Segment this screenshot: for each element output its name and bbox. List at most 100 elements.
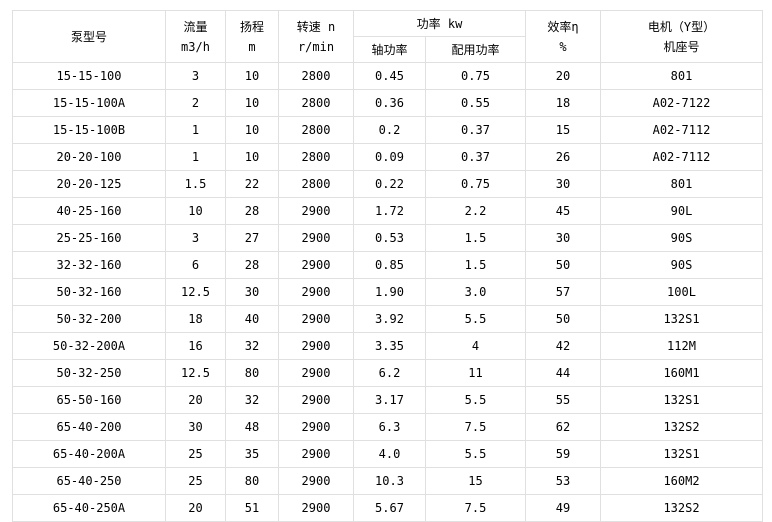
table-cell: 2900 [278,224,354,252]
table-cell: 20 [165,494,226,522]
table-cell: 10 [225,116,279,144]
table-cell: 50-32-200 [12,305,166,333]
table-cell: 0.37 [425,143,526,171]
header-motor-sub: 机座号 [663,39,700,54]
table-cell: 132S1 [600,440,763,468]
header-motor: 电机（Y型） 机座号 [600,10,763,63]
table-cell: 0.22 [353,170,426,198]
header-speed-unit: r/min [297,39,335,54]
table-cell: 10 [225,89,279,117]
table-cell: 11 [425,359,526,387]
table-cell: 132S2 [600,413,763,441]
table-cell: 25 [165,467,226,495]
table-cell: 57 [525,278,601,306]
table-cell: 1.5 [425,251,526,279]
table-cell: 6 [165,251,226,279]
header-head-unit: m [248,39,256,54]
table-cell: 30 [225,278,279,306]
table-cell: 20 [525,62,601,90]
table-cell: 28 [225,197,279,225]
table-cell: 6.2 [353,359,426,387]
table-cell: 2800 [278,116,354,144]
header-efficiency-unit: % [559,39,567,54]
table-cell: 2900 [278,251,354,279]
table-cell: 2900 [278,386,354,414]
table-cell: 28 [225,251,279,279]
table-cell: 15-15-100A [12,89,166,117]
header-shaft-power: 轴功率 [353,36,426,63]
table-cell: 30 [525,170,601,198]
table-cell: 5.5 [425,440,526,468]
table-row: 20-20-125 1.5 22 2800 0.22 0.75 30 801 [12,170,763,198]
table-cell: 2900 [278,278,354,306]
table-cell: A02-7122 [600,89,763,117]
table-cell: 25 [165,440,226,468]
table-row: 15-15-100 3 10 2800 0.45 0.75 20 801 [12,62,763,90]
table-cell: A02-7112 [600,143,763,171]
table-cell: 20 [165,386,226,414]
table-cell: 49 [525,494,601,522]
table-cell: 65-40-200 [12,413,166,441]
table-cell: 15 [425,467,526,495]
table-cell: 50 [525,251,601,279]
table-cell: 20-20-125 [12,170,166,198]
table-cell: 18 [525,89,601,117]
table-cell: 3 [165,224,226,252]
table-cell: A02-7112 [600,116,763,144]
header-efficiency: 效率η % [525,10,601,63]
header-speed-label: 转速 n [296,19,336,34]
table-row: 40-25-160 10 28 2900 1.72 2.2 45 90L [12,197,763,225]
table-cell: 16 [165,332,226,360]
table-cell: 0.09 [353,143,426,171]
header-flow-unit: m3/h [181,39,210,54]
table-cell: 27 [225,224,279,252]
table-cell: 48 [225,413,279,441]
table-cell: 65-50-160 [12,386,166,414]
table-cell: 100L [600,278,763,306]
header-rated-power: 配用功率 [425,36,526,63]
table-cell: 5.5 [425,386,526,414]
table-cell: 2900 [278,197,354,225]
table-cell: 50-32-250 [12,359,166,387]
table-cell: 90S [600,251,763,279]
table-cell: 160M2 [600,467,763,495]
table-cell: 2900 [278,440,354,468]
table-cell: 51 [225,494,279,522]
table-cell: 801 [600,62,763,90]
table-cell: 2800 [278,170,354,198]
table-cell: 3.17 [353,386,426,414]
header-power-group: 功率 kw [353,10,526,37]
table-cell: 2900 [278,359,354,387]
table-cell: 0.37 [425,116,526,144]
header-motor-label: 电机（Y型） [647,19,716,34]
table-cell: 32 [225,386,279,414]
table-cell: 1 [165,116,226,144]
header-pump-model: 泵型号 [12,10,166,63]
table-row: 15-15-100B 1 10 2800 0.2 0.37 15 A02-7112 [12,116,763,144]
table-cell: 10.3 [353,467,426,495]
table-cell: 1 [165,143,226,171]
table-cell: 160M1 [600,359,763,387]
table-cell: 62 [525,413,601,441]
table-cell: 40 [225,305,279,333]
table-cell: 2900 [278,332,354,360]
table-row: 50-32-250 12.5 80 2900 6.2 11 44 160M1 [12,359,763,387]
table-cell: 0.53 [353,224,426,252]
table-cell: 5.5 [425,305,526,333]
table-cell: 0.45 [353,62,426,90]
table-cell: 32 [225,332,279,360]
header-head: 扬程 m [225,10,279,63]
table-cell: 10 [225,62,279,90]
table-row: 65-40-250 25 80 2900 10.3 15 53 160M2 [12,467,763,495]
table-cell: 10 [225,143,279,171]
table-cell: 18 [165,305,226,333]
table-cell: 112M [600,332,763,360]
table-body: 15-15-100 3 10 2800 0.45 0.75 20 801 15-15-100A 2… [12,62,763,522]
table-cell: 12.5 [165,359,226,387]
table-header: 泵型号 流量 m3/h 扬程 m 转速 n r/min 功率 kw 效率η % … [12,10,763,63]
table-cell: 7.5 [425,413,526,441]
table-cell: 132S1 [600,305,763,333]
table-cell: 35 [225,440,279,468]
table-row: 50-32-200 18 40 2900 3.92 5.5 50 132S1 [12,305,763,333]
table-cell: 1.72 [353,197,426,225]
